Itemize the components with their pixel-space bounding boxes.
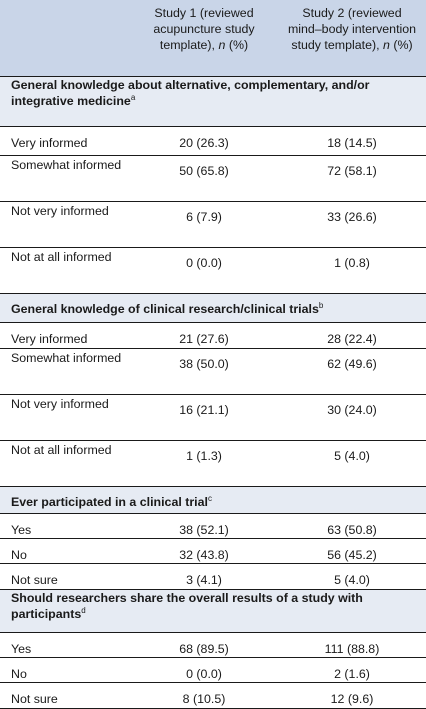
study2-value: 72 (58.1) <box>278 154 426 201</box>
table-row: Somewhat informed 38 (50.0) 62 (49.6) <box>0 347 426 394</box>
header-study2: Study 2 (reviewed mind–body intervention… <box>278 0 426 76</box>
footnote-marker: d <box>81 605 86 615</box>
study1-value: 8 (10.5) <box>130 681 278 709</box>
row-label: No <box>0 656 130 682</box>
study2-value: 111 (88.8) <box>278 631 426 657</box>
header-study2-label: Study 2 (reviewed mind–body intervention… <box>287 6 417 52</box>
study1-value: 20 (26.3) <box>130 125 278 155</box>
table-row: Yes 68 (89.5) 111 (88.8) <box>0 631 426 657</box>
section-title: General knowledge about alternative, com… <box>11 77 370 108</box>
footnote-marker: c <box>207 493 212 503</box>
table-row: Not at all informed 1 (1.3) 5 (4.0) <box>0 439 426 486</box>
header-study2-n: n <box>382 38 390 52</box>
study1-value: 38 (50.0) <box>130 347 278 394</box>
table-row: Not very informed 16 (21.1) 30 (24.0) <box>0 393 426 440</box>
section-title: General knowledge of clinical research/c… <box>11 301 319 316</box>
study1-value: 32 (43.8) <box>130 537 278 563</box>
section-row: General knowledge about alternative, com… <box>0 75 426 126</box>
row-label: Not sure <box>0 562 130 589</box>
study2-value: 18 (14.5) <box>278 125 426 155</box>
study1-value: 38 (52.1) <box>130 512 278 538</box>
header-study1-pct: (%) <box>228 38 249 52</box>
study2-value: 12 (9.6) <box>278 681 426 709</box>
study1-value: 6 (7.9) <box>130 200 278 247</box>
header-study1-n: n <box>218 38 226 52</box>
study2-value: 56 (45.2) <box>278 537 426 563</box>
study2-value: 63 (50.8) <box>278 512 426 538</box>
header-blank <box>0 0 130 76</box>
study1-value: 3 (4.1) <box>130 562 278 589</box>
study1-value: 16 (21.1) <box>130 393 278 440</box>
study1-value: 1 (1.3) <box>130 439 278 486</box>
study1-value: 0 (0.0) <box>130 656 278 682</box>
section-row: Should researchers share the overall res… <box>0 588 426 632</box>
section-title: Ever participated in a clinical trial <box>11 494 208 509</box>
row-label: Not very informed <box>0 200 130 247</box>
section-title: Should researchers share the overall res… <box>11 590 363 621</box>
study1-value: 0 (0.0) <box>130 246 278 293</box>
row-label: Not very informed <box>0 393 130 440</box>
study2-value: 28 (22.4) <box>278 321 426 348</box>
row-label: Very informed <box>0 321 130 348</box>
row-label: Not sure <box>0 681 130 709</box>
footnote-marker: a <box>130 92 136 102</box>
header-study2-pct: (%) <box>393 38 413 52</box>
row-label: Not at all informed <box>0 246 130 293</box>
header-study1-label: Study 1 (reviewed acupuncture study temp… <box>153 6 255 52</box>
study2-value: 62 (49.6) <box>278 347 426 394</box>
table-row: Not sure 8 (10.5) 12 (9.6) <box>0 681 426 709</box>
table-row: Very informed 21 (27.6) 28 (22.4) <box>0 321 426 348</box>
row-label: Somewhat informed <box>0 154 130 201</box>
study2-value: 5 (4.0) <box>278 562 426 589</box>
section-row: Ever participated in a clinical trialc <box>0 485 426 513</box>
header-study1: Study 1 (reviewed acupuncture study temp… <box>130 0 278 76</box>
study2-value: 5 (4.0) <box>278 439 426 486</box>
study1-value: 50 (65.8) <box>130 154 278 201</box>
table-row: Somewhat informed 50 (65.8) 72 (58.1) <box>0 154 426 201</box>
table-row: Not sure 3 (4.1) 5 (4.0) <box>0 562 426 589</box>
table-row: Not very informed 6 (7.9) 33 (26.6) <box>0 200 426 247</box>
study2-value: 2 (1.6) <box>278 656 426 682</box>
study2-value: 1 (0.8) <box>278 246 426 293</box>
header-row: Study 1 (reviewed acupuncture study temp… <box>0 0 426 76</box>
table-row: Very informed 20 (26.3) 18 (14.5) <box>0 125 426 155</box>
footnote-marker: b <box>318 300 324 310</box>
study2-value: 33 (26.6) <box>278 200 426 247</box>
table-row: No 32 (43.8) 56 (45.2) <box>0 537 426 563</box>
table-row: No 0 (0.0) 2 (1.6) <box>0 656 426 682</box>
row-label: Not at all informed <box>0 439 130 486</box>
table-row: Not at all informed 0 (0.0) 1 (0.8) <box>0 246 426 293</box>
row-label: Somewhat informed <box>0 347 130 394</box>
study1-value: 68 (89.5) <box>130 631 278 657</box>
study2-value: 30 (24.0) <box>278 393 426 440</box>
row-label: Yes <box>0 512 130 538</box>
table-row: Yes 38 (52.1) 63 (50.8) <box>0 512 426 538</box>
study1-value: 21 (27.6) <box>130 321 278 348</box>
row-label: No <box>0 537 130 563</box>
row-label: Very informed <box>0 125 130 155</box>
section-row: General knowledge of clinical research/c… <box>0 292 426 322</box>
row-label: Yes <box>0 631 130 657</box>
